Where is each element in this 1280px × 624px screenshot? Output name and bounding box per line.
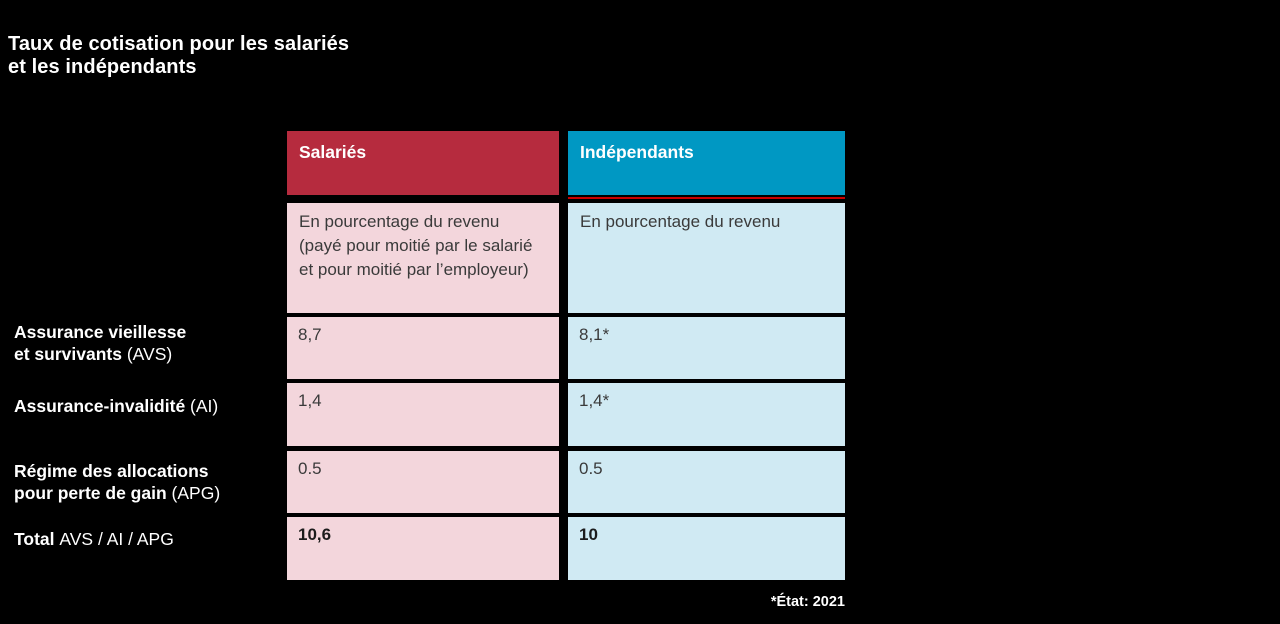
- subheader-cell-salaries: En pourcentage du revenu (payé pour moit…: [287, 203, 559, 313]
- cell-total-salaries: 10,6: [287, 517, 559, 580]
- footnote: *État: 2021: [770, 594, 845, 610]
- row-label-avs-bold: Assurance vieillesse et survivants: [14, 322, 187, 364]
- row-label-total: Total AVS / AI / APG: [14, 528, 280, 550]
- subheader-cell-independants: En pourcentage du revenu: [568, 203, 845, 313]
- cell-total-independants: 10: [568, 517, 845, 580]
- cell-apg-salaries: 0.5: [287, 451, 559, 513]
- row-label-apg-regular: (APG): [171, 483, 221, 503]
- row-label-ai: Assurance-invalidité (AI): [14, 395, 280, 417]
- row-label-ai-bold: Assurance-invalidité: [14, 396, 191, 416]
- row-label-total-bold: Total: [14, 529, 60, 549]
- column-header-salaries: Salariés: [287, 131, 559, 195]
- column-header-independants: Indépendants: [568, 131, 845, 195]
- row-label-apg: Régime des allocations pour perte de gai…: [14, 460, 280, 504]
- row-label-avs: Assurance vieillesse et survivants (AVS): [14, 321, 280, 365]
- header-underline-rule: [568, 197, 845, 199]
- row-label-ai-regular: (AI): [190, 396, 219, 416]
- cell-ai-independants: 1,4*: [568, 383, 845, 446]
- cell-avs-independants: 8,1*: [568, 317, 845, 379]
- cell-apg-independants: 0.5: [568, 451, 845, 513]
- row-label-apg-bold: Régime des allocations pour perte de gai…: [14, 461, 209, 503]
- row-label-avs-regular: (AVS): [126, 344, 173, 364]
- cell-avs-salaries: 8,7: [287, 317, 559, 379]
- cell-ai-salaries: 1,4: [287, 383, 559, 446]
- row-label-total-regular: AVS / AI / APG: [59, 529, 174, 549]
- chart-title: Taux de cotisation pour les salariés et …: [8, 33, 350, 78]
